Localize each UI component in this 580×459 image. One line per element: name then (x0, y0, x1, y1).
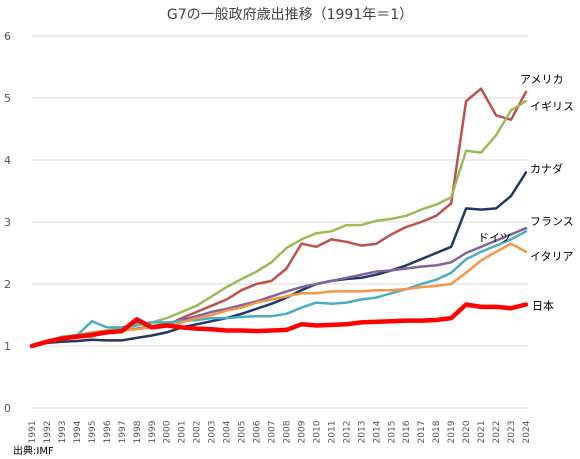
x-tick-label: 1992 (43, 421, 53, 444)
x-tick-label: 2021 (477, 421, 487, 444)
series-label: 日本 (532, 298, 554, 312)
series-label: イギリス (530, 100, 574, 113)
x-tick-label: 2006 (253, 420, 263, 443)
x-tick-label: 2004 (223, 420, 233, 443)
x-tick-label: 1995 (88, 421, 98, 444)
x-tick-label: 2001 (178, 421, 188, 444)
x-tick-label: 1999 (148, 420, 158, 443)
series-line-2 (30, 171, 528, 348)
gridlines (32, 35, 528, 409)
x-tick-label: 2014 (372, 420, 382, 443)
y-tick-label: 5 (4, 92, 11, 105)
x-tick-label: 2017 (417, 421, 427, 444)
x-tick-label: 2012 (342, 421, 352, 444)
series-line-4 (30, 230, 528, 348)
chart-title: G7の一般政府歳出推移（1991年＝1） (167, 7, 413, 23)
source-note: 出典:IMF (13, 444, 54, 457)
x-tick-label: 2015 (387, 421, 397, 444)
y-tick-label: 1 (4, 340, 11, 353)
series-line-6 (29, 302, 529, 349)
x-tick-label: 2019 (447, 420, 457, 443)
x-tick-label: 2007 (268, 421, 278, 444)
x-tick-label: 2024 (522, 420, 532, 443)
x-tick-label: 2016 (402, 420, 412, 443)
x-tick-label: 2008 (282, 420, 292, 443)
series-lines (29, 87, 529, 349)
series-line-0 (30, 87, 528, 348)
y-axis-tick-labels: 0 1 2 3 4 5 6 (4, 30, 11, 415)
x-tick-label: 2002 (193, 421, 203, 444)
x-tick-label: 1997 (118, 421, 128, 444)
series-label: カナダ (530, 161, 563, 175)
x-tick-label: 1998 (133, 420, 143, 443)
x-tick-label: 1996 (103, 420, 113, 443)
x-tick-label: 2000 (163, 420, 173, 443)
x-tick-label: 2022 (492, 421, 502, 444)
series-line-1 (30, 99, 528, 348)
x-tick-label: 2013 (357, 421, 367, 444)
x-tick-label: 2011 (327, 421, 337, 444)
x-axis-tick-labels: 1991 1992 1993 1994 1995 1996 1997 1998 1999 2000… (28, 420, 532, 443)
x-tick-label: 1991 (28, 421, 38, 444)
y-tick-label: 0 (4, 402, 11, 415)
x-tick-label: 2018 (432, 420, 442, 443)
x-tick-label: 2009 (297, 420, 307, 443)
x-tick-label: 2020 (462, 420, 472, 443)
x-tick-label: 1993 (58, 421, 68, 444)
series-label: フランス (530, 215, 574, 228)
series-label: ドイツ (478, 231, 511, 244)
y-tick-label: 2 (4, 278, 11, 291)
x-tick-label: 2005 (238, 421, 248, 444)
y-tick-label: 4 (4, 154, 11, 167)
y-tick-label: 6 (4, 30, 11, 43)
series-label: アメリカ (520, 73, 563, 86)
series-label: イタリア (530, 250, 574, 263)
y-tick-label: 3 (4, 216, 11, 229)
x-tick-label: 2010 (312, 420, 322, 443)
x-tick-label: 1994 (73, 420, 83, 443)
x-tick-label: 2003 (208, 421, 218, 444)
x-tick-label: 2023 (507, 421, 517, 444)
